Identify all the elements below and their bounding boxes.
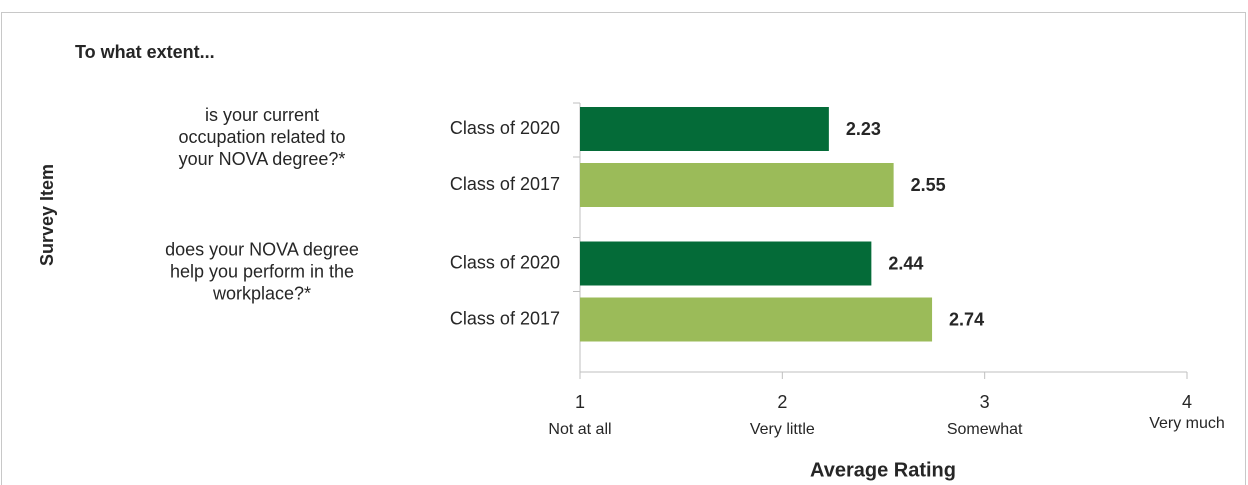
- bar-series-label: Class of 2020: [450, 118, 560, 138]
- bar-series-label: Class of 2017: [450, 174, 560, 194]
- x-tick-description: Very little: [750, 421, 815, 438]
- x-tick-label: 2: [777, 392, 787, 412]
- chart-subtitle: To what extent...: [75, 42, 215, 62]
- category-label: workplace?*: [212, 283, 311, 303]
- x-tick-label: 4: [1182, 392, 1192, 412]
- category-label: is your current: [205, 105, 319, 125]
- value-label: 2.44: [888, 253, 923, 273]
- value-label: 2.74: [949, 309, 984, 329]
- x-tick-description: Very much: [1149, 415, 1225, 432]
- category-label: your NOVA degree?*: [179, 149, 346, 169]
- bar: [580, 241, 872, 286]
- category-label: occupation related to: [178, 127, 345, 147]
- bar: [580, 297, 933, 342]
- x-tick-description: Not at all: [548, 421, 611, 438]
- category-label: help you perform in the: [170, 261, 354, 281]
- x-tick-label: 3: [980, 392, 990, 412]
- bar: [580, 107, 829, 151]
- bar-series-label: Class of 2020: [450, 252, 560, 272]
- bar: [580, 163, 894, 207]
- category-label: does your NOVA degree: [165, 239, 359, 259]
- bar-series-label: Class of 2017: [450, 308, 560, 328]
- value-label: 2.55: [911, 175, 946, 195]
- x-tick-label: 1: [575, 392, 585, 412]
- x-tick-description: Somewhat: [947, 421, 1023, 438]
- chart-border: [1, 12, 1246, 485]
- value-label: 2.23: [846, 119, 881, 139]
- x-axis-label: Average Rating: [810, 459, 956, 481]
- y-axis-label: Survey Item: [37, 164, 57, 266]
